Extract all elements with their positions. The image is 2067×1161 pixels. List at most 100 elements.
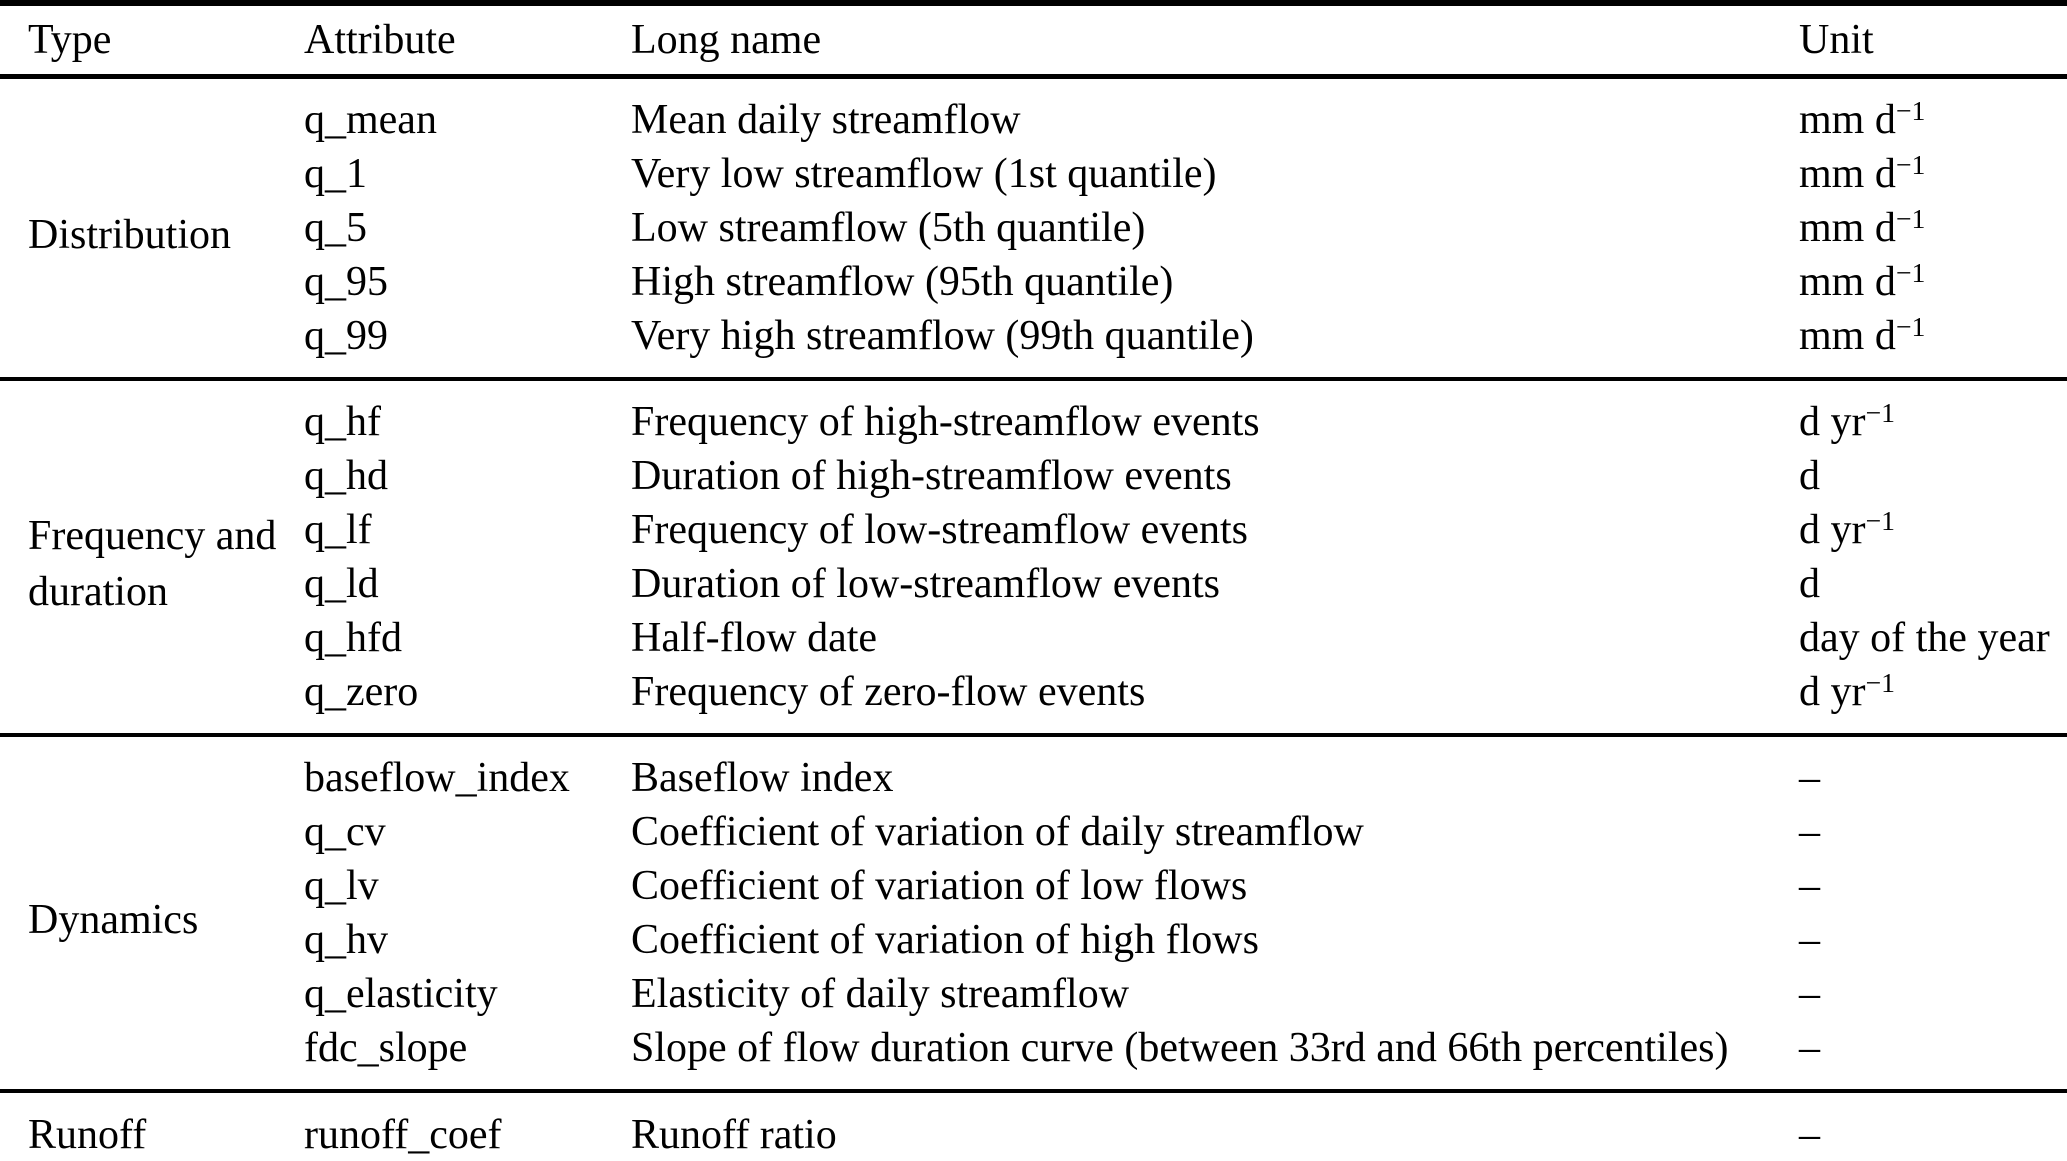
unit-cell: mm d−1: [1799, 201, 2067, 255]
unit-cell: –: [1799, 805, 2067, 859]
long-name-cell: Very low streamflow (1st quantile): [631, 151, 1217, 197]
group-frequency-and-duration: Frequency and duration q_hf Frequency of…: [0, 379, 2067, 735]
type-group-label: Distribution: [28, 212, 232, 258]
unit-cell: d: [1799, 557, 2067, 611]
long-name-cell: Very high streamflow (99th quantile): [631, 313, 1254, 359]
group-runoff: Runoff runoff_coef Runoff ratio –: [0, 1091, 2067, 1161]
group-distribution: Distribution q_mean Mean daily streamflo…: [0, 77, 2067, 379]
unit-cell: –: [1799, 1021, 2067, 1091]
attribute-cell: runoff_coef: [304, 1112, 502, 1158]
unit-value: –: [1799, 1112, 1820, 1158]
table-row: q_hd Duration of high-streamflow events …: [0, 449, 2067, 503]
long-name-cell: Frequency of high-streamflow events: [631, 399, 1260, 445]
long-name-cell: Runoff ratio: [631, 1112, 837, 1158]
table-row: q_lf Frequency of low-streamflow events …: [0, 503, 2067, 557]
type-group-label: Frequency and duration: [28, 513, 277, 615]
attribute-cell: q_hd: [304, 453, 388, 499]
unit-cell: day of the year: [1799, 611, 2067, 665]
table-row: q_99 Very high streamflow (99th quantile…: [0, 309, 2067, 379]
attribute-cell: q_lf: [304, 507, 372, 553]
long-name-cell: High streamflow (95th quantile): [631, 259, 1174, 305]
unit-value: d yr−1: [1799, 505, 1896, 553]
table-row: q_lv Coefficient of variation of low flo…: [0, 859, 2067, 913]
unit-value: d yr−1: [1799, 667, 1896, 715]
unit-cell: –: [1799, 1091, 2067, 1161]
long-name-cell: Low streamflow (5th quantile): [631, 205, 1146, 251]
table-row: Dynamics baseflow_index Baseflow index –: [0, 735, 2067, 943]
long-name-cell: Frequency of low-streamflow events: [631, 507, 1248, 553]
attribute-cell: q_1: [304, 151, 367, 197]
unit-value: –: [1799, 863, 1820, 909]
unit-exponent: −1: [1895, 311, 1926, 342]
long-name-cell: Baseflow index: [631, 755, 894, 801]
long-name-cell: Half-flow date: [631, 615, 878, 661]
unit-cell: mm d−1: [1799, 147, 2067, 201]
long-name-cell: Coefficient of variation of high flows: [631, 917, 1259, 963]
unit-cell: –: [1799, 913, 2067, 967]
attribute-cell: baseflow_index: [304, 755, 570, 801]
attribute-cell: q_zero: [304, 669, 419, 715]
unit-value: –: [1799, 809, 1820, 855]
attribute-cell: q_99: [304, 313, 388, 359]
attribute-cell: q_cv: [304, 809, 386, 855]
long-name-cell: Mean daily streamflow: [631, 97, 1021, 143]
unit-exponent: −1: [1895, 257, 1926, 288]
column-header-type: Type: [28, 17, 112, 63]
unit-cell: d yr−1: [1799, 503, 2067, 557]
unit-value: –: [1799, 971, 1820, 1017]
table-row: fdc_slope Slope of flow duration curve (…: [0, 1021, 2067, 1091]
table-row: Runoff runoff_coef Runoff ratio –: [0, 1091, 2067, 1161]
unit-value: d: [1799, 453, 1820, 499]
column-header-unit: Unit: [1799, 17, 1874, 63]
type-group-label: Dynamics: [28, 897, 199, 943]
attribute-cell: fdc_slope: [304, 1025, 468, 1071]
attribute-cell: q_95: [304, 259, 388, 305]
table-row: q_ld Duration of low-streamflow events d: [0, 557, 2067, 611]
table-row: q_zero Frequency of zero-flow events d y…: [0, 665, 2067, 735]
unit-exponent: −1: [1865, 505, 1896, 536]
unit-value: –: [1799, 917, 1820, 963]
unit-exponent: −1: [1895, 95, 1926, 126]
attribute-cell: q_hfd: [304, 615, 402, 661]
attribute-cell: q_5: [304, 205, 367, 251]
table-row: q_hv Coefficient of variation of high fl…: [0, 913, 2067, 967]
table-row: Distribution q_mean Mean daily streamflo…: [0, 77, 2067, 258]
attribute-cell: q_hf: [304, 399, 381, 445]
long-name-cell: Duration of high-streamflow events: [631, 453, 1232, 499]
unit-cell: –: [1799, 735, 2067, 805]
unit-value: –: [1799, 1025, 1820, 1071]
table-row: Frequency and duration q_hf Frequency of…: [0, 379, 2067, 615]
table-header: Type Attribute Long name Unit: [0, 3, 2067, 77]
long-name-cell: Coefficient of variation of low flows: [631, 863, 1248, 909]
unit-cell: d: [1799, 449, 2067, 503]
unit-exponent: −1: [1895, 203, 1926, 234]
unit-value: mm d−1: [1799, 203, 1926, 251]
table-row: q_cv Coefficient of variation of daily s…: [0, 805, 2067, 859]
long-name-cell: Elasticity of daily streamflow: [631, 971, 1130, 1017]
unit-exponent: −1: [1895, 149, 1926, 180]
attribute-cell: q_mean: [304, 97, 437, 143]
unit-value: mm d−1: [1799, 149, 1926, 197]
table-row: q_5 Low streamflow (5th quantile) mm d−1: [0, 201, 2067, 255]
unit-value: mm d−1: [1799, 257, 1926, 305]
unit-cell: mm d−1: [1799, 255, 2067, 309]
long-name-cell: Frequency of zero-flow events: [631, 669, 1146, 715]
attribute-cell: q_ld: [304, 561, 379, 607]
table-row: q_95 High streamflow (95th quantile) mm …: [0, 255, 2067, 309]
column-header-long-name: Long name: [631, 17, 822, 63]
unit-cell: d yr−1: [1799, 379, 2067, 449]
unit-cell: mm d−1: [1799, 77, 2067, 148]
unit-exponent: −1: [1865, 667, 1896, 698]
column-header-attribute: Attribute: [304, 17, 456, 63]
unit-cell: –: [1799, 859, 2067, 913]
unit-value: mm d−1: [1799, 95, 1926, 143]
long-name-cell: Coefficient of variation of daily stream…: [631, 809, 1364, 855]
unit-exponent: −1: [1865, 397, 1896, 428]
long-name-cell: Slope of flow duration curve (between 33…: [631, 1025, 1729, 1071]
unit-cell: mm d−1: [1799, 309, 2067, 379]
unit-cell: –: [1799, 967, 2067, 1021]
table-row: q_hfd Half-flow date day of the year: [0, 611, 2067, 665]
group-dynamics: Dynamics baseflow_index Baseflow index –…: [0, 735, 2067, 1091]
